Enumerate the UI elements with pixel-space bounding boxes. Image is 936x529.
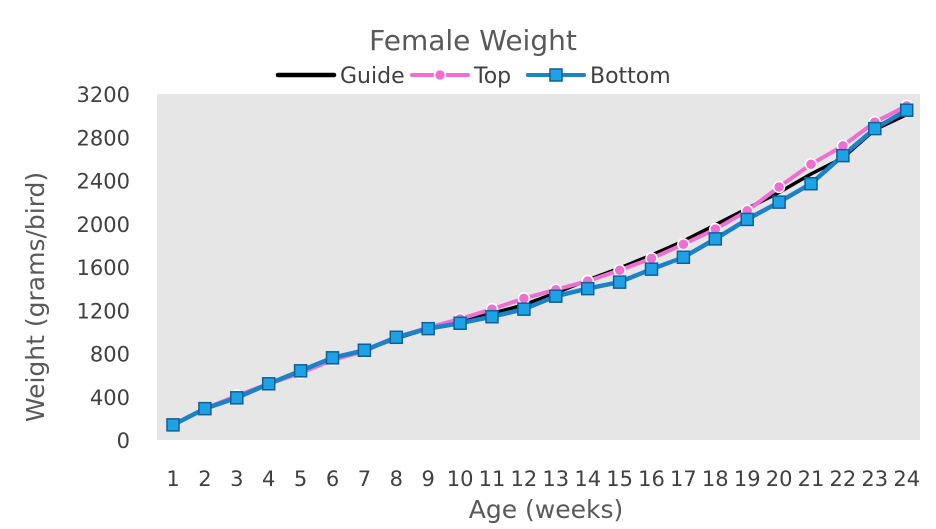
legend-label-guide: Guide [340,64,405,89]
x-tick-label: 7 [358,467,371,491]
legend-item-guide: Guide [275,64,405,89]
data-point-bottom [740,212,754,227]
x-tick-label: 13 [542,467,569,491]
chart-title: Female Weight [369,24,577,57]
y-tick-label: 2000 [77,213,130,237]
x-tick-label: 2 [198,467,211,491]
data-point-bottom [899,103,914,117]
y-axis-ticks: 0 400 800 1200 1600 2000 2400 2800 3200 [77,83,130,453]
x-tick-label: 11 [479,467,506,491]
x-tick-label: 17 [670,467,697,491]
x-tick-label: 10 [447,467,474,491]
x-tick-label: 15 [606,467,633,491]
data-point-bottom [453,316,467,330]
data-point-bottom [230,391,244,405]
data-point-top [517,292,531,305]
data-point-bottom [868,121,882,136]
data-point-bottom [293,364,308,378]
data-point-top [772,180,786,194]
data-point-bottom [836,148,850,163]
x-tick-label: 6 [326,467,339,491]
data-point-bottom [198,401,212,416]
legend: Guide Top Bottom [275,64,671,89]
data-point-top [645,252,658,265]
data-point-bottom [644,262,659,276]
series-markers [166,99,914,432]
data-point-bottom [357,343,372,358]
x-tick-label: 1 [166,467,179,491]
x-tick-label: 24 [893,467,920,491]
x-tick-label: 22 [830,467,857,491]
plot-area [157,94,920,440]
data-point-bottom [261,377,276,391]
y-tick-label: 1200 [77,299,130,323]
x-tick-label: 21 [798,467,825,491]
x-tick-label: 3 [230,467,243,491]
x-tick-label: 16 [638,467,665,491]
data-point-bottom [804,176,818,191]
data-point-bottom [517,302,531,316]
x-tick-label: 20 [766,467,793,491]
x-tick-label: 12 [511,467,538,491]
x-axis-ticks: 1 2 3 4 5 6 7 8 9 10 11 12 13 14 15 16 17 18 19 20 21 22 23 24 [166,467,920,491]
y-tick-label: 2800 [77,126,130,150]
data-point-bottom [166,418,180,432]
x-tick-label: 5 [294,467,307,491]
y-axis-title: Weight (grams/bird) [21,172,50,422]
y-tick-label: 0 [117,429,130,453]
data-point-bottom [772,195,786,209]
x-axis-title: Age (weeks) [469,495,624,524]
data-point-top [613,263,626,277]
data-point-bottom [580,281,595,296]
x-tick-label: 4 [262,467,275,491]
data-point-top [804,158,818,171]
data-point-top [677,238,690,251]
data-point-bottom [485,309,499,324]
data-point-bottom [421,321,435,336]
x-tick-label: 14 [574,467,601,491]
x-tick-label: 23 [861,467,888,491]
data-point-bottom [389,330,404,345]
legend-marker-bottom [549,68,563,82]
x-tick-label: 9 [422,467,435,491]
legend-marker-top [433,68,447,82]
data-point-bottom [325,351,340,365]
x-tick-label: 19 [734,467,761,491]
x-tick-label: 18 [702,467,729,491]
data-point-bottom [708,232,723,246]
data-point-bottom [549,289,563,303]
y-tick-label: 1600 [77,256,130,280]
y-tick-label: 800 [90,343,130,367]
y-tick-label: 3200 [77,83,130,107]
legend-item-top: Top [410,64,511,89]
data-point-bottom [676,250,691,265]
legend-item-bottom: Bottom [526,64,671,89]
legend-label-bottom: Bottom [590,64,671,89]
y-tick-label: 2400 [77,170,130,194]
y-tick-label: 400 [90,386,130,410]
legend-label-top: Top [473,64,511,89]
data-point-bottom [612,275,627,289]
x-tick-label: 8 [390,467,403,491]
